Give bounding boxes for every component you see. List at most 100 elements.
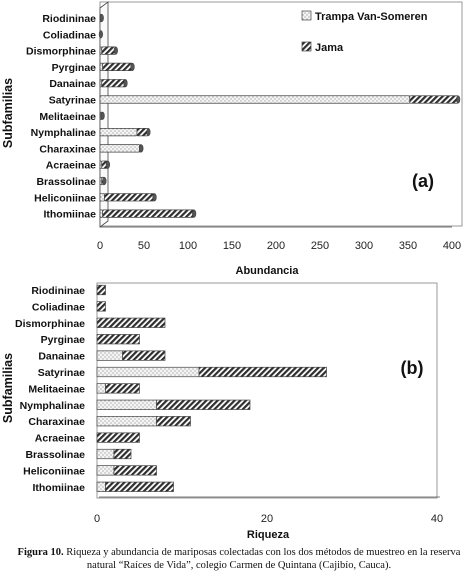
chart-a-x-tick-5: 250 bbox=[311, 240, 329, 252]
bar-b-van-someren-danainae bbox=[96, 350, 123, 361]
chart-b-bars bbox=[96, 284, 327, 492]
bar-b-van-someren-nymphalinae bbox=[96, 399, 157, 410]
chart-b-category-riodininae: Riodininae bbox=[31, 285, 85, 297]
bar-b-jama-coliadinae bbox=[96, 301, 106, 312]
chart-a-x-tick-0: 0 bbox=[97, 240, 103, 252]
bar-b-jama-charaxinae bbox=[156, 416, 191, 427]
bar-a-van-someren-satyrinae bbox=[99, 95, 411, 104]
chart-a-category-brassolinae: Brassolinae bbox=[36, 176, 96, 188]
chart-b-category-heliconiinae: Heliconiinae bbox=[23, 465, 85, 477]
bar-a-cap-dismorphinae bbox=[113, 46, 118, 55]
chart-a-legend: Trampa Van-Someren Jama bbox=[301, 10, 428, 54]
bar-b-van-someren-satyrinae bbox=[96, 366, 200, 378]
chart-b-x-tick-0: 0 bbox=[94, 513, 100, 525]
bar-a-cap-nymphalinae bbox=[146, 128, 151, 137]
bar-a-cap-melitaeinae bbox=[100, 111, 105, 120]
figure-caption: Figura 10. Riqueza y abundancia de marip… bbox=[8, 546, 470, 572]
chart-b-category-labels: Riodininae Coliadinae Dismorphinae Pyrginae… bbox=[15, 285, 85, 494]
chart-a-category-pyrginae: Pyrginae bbox=[52, 62, 97, 74]
bar-a-jama-ithomiinae bbox=[102, 209, 195, 218]
chart-b-category-danainae: Danainae bbox=[38, 351, 85, 363]
bar-a-van-someren-nymphalinae bbox=[99, 128, 138, 137]
caption-label: Figura 10. bbox=[17, 547, 64, 558]
chart-b-x-ticks: 0 20 40 bbox=[94, 513, 443, 525]
chart-b-category-ithomiinae: Ithomiinae bbox=[32, 482, 85, 494]
chart-b-category-pyrginae: Pyrginae bbox=[41, 334, 86, 346]
bar-b-jama-acraeinae bbox=[96, 432, 140, 443]
chart-a-category-labels: Riodininae Coliadinae Dismorphinae Pyrginae… bbox=[26, 13, 96, 221]
bar-a-cap-coliadinae bbox=[98, 30, 103, 39]
bar-b-jama-nymphalinae bbox=[156, 399, 251, 410]
chart-b-category-melitaeinae: Melitaeinae bbox=[28, 383, 85, 395]
chart-b-x-axis-label: Riqueza bbox=[247, 529, 290, 541]
chart-b-category-charaxinae: Charaxinae bbox=[28, 416, 85, 428]
chart-a-category-dismorphinae: Dismorphinae bbox=[26, 46, 96, 58]
chart-abundancia: Riodininae Coliadinae Dismorphinae Pyrginae… bbox=[1, 1, 463, 277]
bar-b-jama-satyrinae bbox=[198, 366, 327, 378]
bar-a-van-someren-ithomiinae bbox=[99, 209, 103, 218]
bar-a-cap-acraeinae bbox=[105, 160, 110, 169]
caption-text: Riqueza y abundancia de mariposas colect… bbox=[66, 547, 461, 571]
bar-b-van-someren-charaxinae bbox=[96, 416, 157, 427]
bar-b-jama-riodininae bbox=[96, 284, 106, 296]
bar-a-jama-satyrinae bbox=[409, 95, 459, 104]
bar-a-jama-pyrginae bbox=[102, 62, 133, 72]
bar-a-jama-danainae bbox=[101, 79, 126, 88]
bar-b-van-someren-brassolinae bbox=[96, 448, 115, 460]
chart-a-category-coliadinae: Coliadinae bbox=[43, 29, 96, 41]
chart-a-x-tick-4: 200 bbox=[267, 240, 285, 252]
bar-b-jama-brassolinae bbox=[113, 448, 132, 460]
bar-b-jama-ithomiinae bbox=[105, 481, 174, 492]
bar-b-van-someren-heliconiinae bbox=[96, 465, 115, 476]
chart-a-x-tick-3: 150 bbox=[223, 240, 241, 252]
bar-a-jama-heliconiinae bbox=[104, 193, 155, 202]
chart-b-panel-label: (b) bbox=[401, 358, 424, 378]
bar-b-van-someren-melitaeinae bbox=[96, 383, 106, 394]
legend-swatch-van-someren bbox=[301, 10, 312, 21]
chart-a-x-ticks: 0 50 100 150 200 250 300 350 400 bbox=[97, 240, 461, 252]
chart-b-category-coliadinae: Coliadinae bbox=[32, 301, 85, 313]
bar-a-cap-charaxinae bbox=[139, 144, 144, 153]
chart-a-bars bbox=[98, 13, 461, 218]
chart-a-category-ithomiinae: Ithomiinae bbox=[43, 209, 96, 221]
bar-b-jama-melitaeinae bbox=[105, 383, 140, 394]
chart-a-category-nymphalinae: Nymphalinae bbox=[31, 127, 97, 139]
chart-b-category-nymphalinae: Nymphalinae bbox=[20, 400, 86, 412]
chart-a-category-riodininae: Riodininae bbox=[42, 13, 96, 25]
bar-b-van-someren-ithomiinae bbox=[96, 481, 106, 492]
chart-a-x-axis-label: Abundancia bbox=[236, 265, 300, 277]
chart-b-x-tick-2: 40 bbox=[431, 513, 443, 525]
chart-a-x-tick-1: 50 bbox=[138, 240, 150, 252]
chart-a-y-axis-label: Subfamilias bbox=[1, 78, 15, 148]
legend-label-jama: Jama bbox=[315, 42, 344, 54]
bar-a-cap-ithomiinae bbox=[192, 209, 197, 218]
chart-a-category-acraeinae: Acraeinae bbox=[46, 160, 96, 172]
chart-a-x-tick-7: 350 bbox=[399, 240, 417, 252]
bar-a-cap-pyrginae bbox=[130, 62, 135, 71]
chart-a-category-melitaeinae: Melitaeinae bbox=[39, 111, 96, 123]
legend-swatch-jama bbox=[301, 41, 312, 52]
bar-a-van-someren-heliconiinae bbox=[99, 193, 105, 202]
chart-a-x-tick-8: 400 bbox=[443, 240, 461, 252]
chart-riqueza: Riodininae Coliadinae Dismorphinae Pyrginae… bbox=[1, 282, 443, 541]
chart-a-category-charaxinae: Charaxinae bbox=[39, 143, 96, 155]
bar-b-jama-heliconiinae bbox=[113, 465, 157, 476]
bar-a-van-someren-pyrginae bbox=[99, 62, 103, 72]
chart-b-category-dismorphinae: Dismorphinae bbox=[15, 318, 85, 330]
chart-a-frame bbox=[99, 1, 463, 227]
bar-b-jama-pyrginae bbox=[96, 334, 140, 345]
chart-a-x-tick-2: 100 bbox=[179, 240, 197, 252]
legend-label-van-someren: Trampa Van-Someren bbox=[315, 11, 428, 23]
bar-a-cap-danainae bbox=[123, 79, 128, 88]
chart-b-category-brassolinae: Brassolinae bbox=[25, 449, 85, 461]
bar-a-cap-satyrinae bbox=[456, 95, 461, 104]
bar-a-cap-riodininae bbox=[99, 14, 104, 22]
chart-a-category-danainae: Danainae bbox=[49, 78, 96, 90]
chart-a-category-satyrinae: Satyrinae bbox=[49, 95, 96, 107]
bar-a-cap-brassolinae bbox=[102, 177, 107, 185]
chart-b-y-axis-label: Subfamilias bbox=[1, 353, 15, 423]
chart-b-category-acraeinae: Acraeinae bbox=[35, 433, 85, 445]
bar-b-jama-dismorphinae bbox=[96, 317, 166, 328]
bar-b-jama-danainae bbox=[122, 350, 166, 361]
